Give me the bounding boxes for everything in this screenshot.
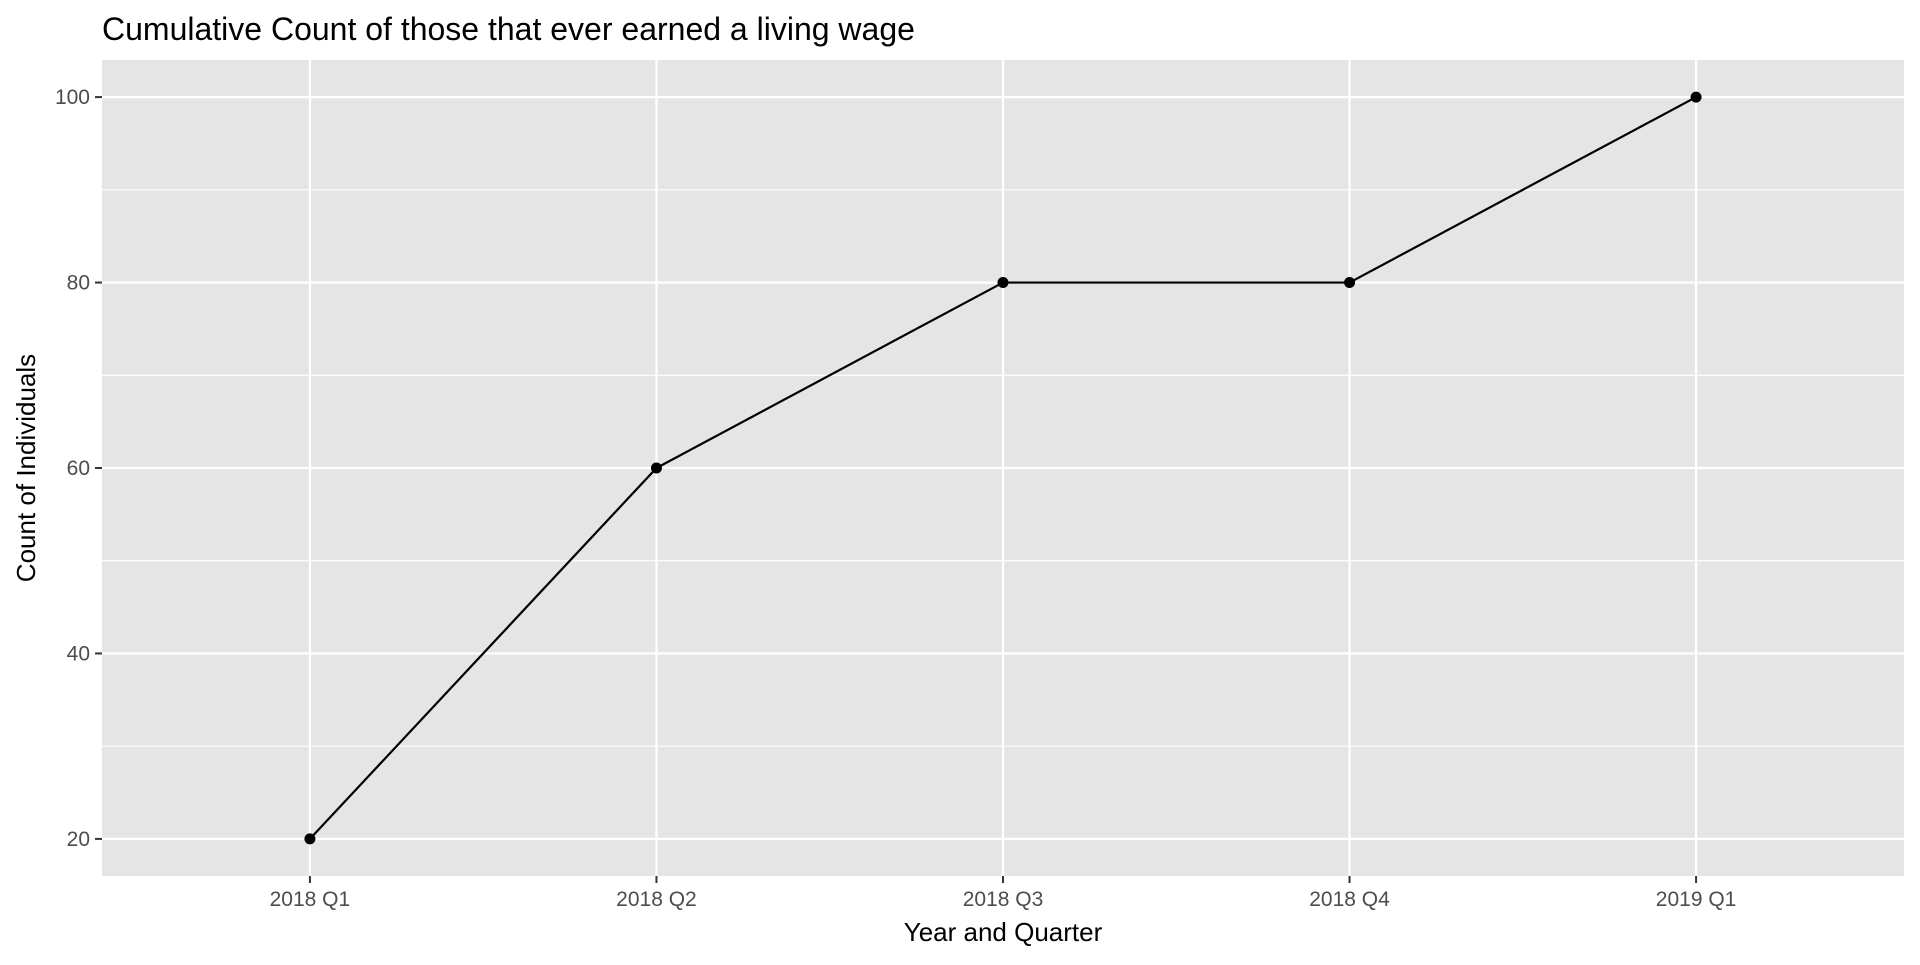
data-point: [1344, 277, 1356, 289]
data-point: [997, 277, 1009, 289]
x-tick-label: 2018 Q2: [616, 888, 697, 911]
y-axis: 20 40 60 80 100: [55, 86, 102, 851]
x-axis: 2018 Q1 2018 Q2 2018 Q3 2018 Q4 2019 Q1: [270, 876, 1737, 911]
data-point: [304, 833, 316, 845]
x-tick-label: 2018 Q4: [1309, 888, 1390, 911]
x-tick-label: 2018 Q1: [270, 888, 351, 911]
data-point: [1690, 91, 1702, 103]
x-tick-label: 2019 Q1: [1656, 888, 1737, 911]
y-tick-label: 60: [67, 457, 90, 480]
y-tick-label: 80: [67, 272, 90, 295]
y-tick-label: 100: [55, 86, 90, 109]
y-tick-label: 40: [67, 642, 90, 665]
data-point: [650, 462, 662, 474]
x-tick-label: 2018 Q3: [963, 888, 1044, 911]
chart-title: Cumulative Count of those that ever earn…: [102, 11, 915, 47]
y-tick-label: 20: [67, 828, 90, 851]
y-axis-title: Count of Individuals: [11, 354, 41, 582]
series-group: [304, 91, 1702, 845]
x-axis-title: Year and Quarter: [904, 917, 1103, 947]
